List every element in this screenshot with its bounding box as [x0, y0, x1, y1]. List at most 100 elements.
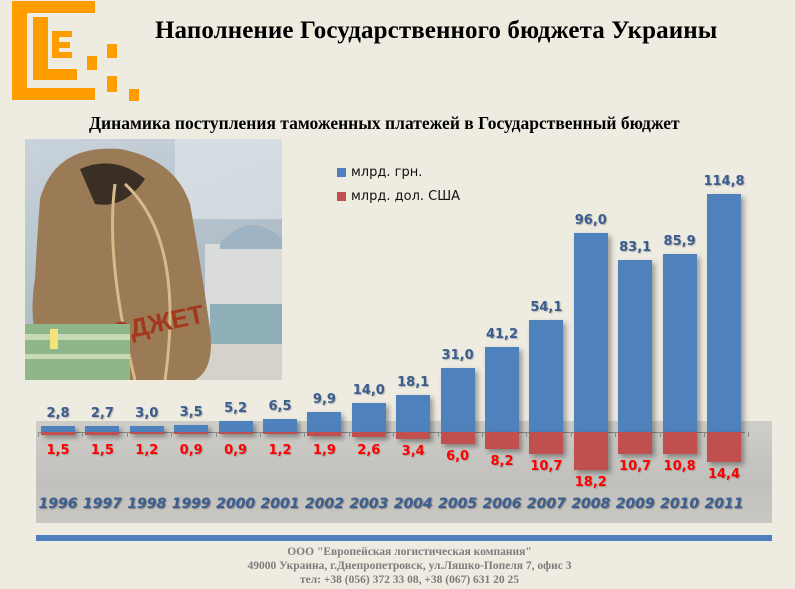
bar-usd — [41, 432, 75, 436]
bar-uah — [263, 418, 297, 432]
value-label-usd: 10,7 — [619, 459, 652, 475]
legend-swatch-red-icon — [337, 191, 346, 201]
value-label-usd: 1,5 — [90, 443, 114, 458]
value-label-usd: 6,0 — [446, 449, 470, 465]
bar-usd — [351, 432, 386, 438]
value-label-usd: 10,8 — [663, 459, 696, 475]
value-label-usd: 1,2 — [135, 443, 159, 458]
value-label-uah: 18,1 — [397, 374, 430, 390]
year-label: 2000 — [216, 496, 256, 512]
value-label-uah: 41,2 — [485, 326, 519, 342]
year-label: 2003 — [349, 496, 389, 512]
value-label-uah: 96,0 — [574, 213, 607, 229]
chart-subtitle: Динамика поступления таможенных платежей… — [89, 113, 680, 133]
value-label-uah: 3,5 — [179, 404, 203, 420]
value-label-uah: 9,9 — [312, 391, 336, 407]
year-label: 2004 — [393, 496, 433, 512]
year-label: 2009 — [615, 496, 655, 512]
bar-uah — [662, 254, 697, 432]
bar-uah — [485, 346, 519, 432]
bar-usd — [485, 432, 519, 449]
axis-tick — [38, 432, 39, 437]
bar-usd — [396, 432, 431, 440]
axis-tick — [704, 432, 705, 437]
bar-usd — [85, 432, 120, 436]
axis-tick — [615, 432, 617, 437]
value-label-usd: 1,2 — [268, 443, 292, 458]
year-label: 2002 — [304, 496, 344, 512]
value-label-usd: 10,7 — [530, 459, 563, 475]
value-label-uah: 2,8 — [46, 406, 70, 422]
axis-tick — [659, 432, 661, 437]
bar-usd — [129, 432, 164, 435]
value-label-usd: 3,4 — [401, 444, 425, 460]
value-label-usd: 8,2 — [490, 453, 514, 469]
axis-tick — [215, 432, 217, 437]
value-label-uah: 31,0 — [441, 347, 474, 363]
bar-uah — [351, 403, 386, 432]
axis-tick — [437, 432, 439, 437]
value-label-usd: 14,4 — [707, 466, 741, 482]
bar-uah — [41, 426, 75, 432]
bar-usd — [618, 432, 653, 455]
value-label-usd: 0,9 — [224, 443, 248, 458]
bar-uah — [307, 411, 342, 432]
bar-chart: 2,8 1,5 1996 2,7 1,5 1997 3,0 1,2 1998 3,5 0,9 1999… — [38, 174, 750, 512]
bar-uah — [707, 194, 741, 432]
bar-uah — [174, 424, 209, 432]
value-label-uah: 85,9 — [663, 234, 696, 250]
footer-divider — [36, 535, 772, 541]
axis-tick — [526, 432, 528, 437]
year-label: 2011 — [704, 496, 744, 512]
bar-usd — [440, 432, 475, 445]
year-label: 1996 — [38, 496, 78, 512]
legend-item-uah: млрд. грн. — [337, 160, 460, 184]
value-label-usd: 1,9 — [312, 443, 336, 458]
legend-swatch-blue-icon — [337, 167, 346, 177]
axis-tick — [393, 432, 395, 437]
year-label: 2008 — [571, 496, 611, 512]
page-title: Наполнение Государственного бюджета Укра… — [155, 17, 718, 44]
axis-tick — [260, 432, 261, 437]
value-label-uah: 14,0 — [352, 383, 385, 399]
bar-usd — [707, 432, 741, 462]
bar-uah — [573, 233, 608, 432]
company-logo-icon — [12, 1, 139, 101]
year-label: 2010 — [660, 496, 700, 512]
value-label-usd: 1,5 — [46, 443, 70, 458]
value-label-uah: 114,8 — [703, 174, 745, 190]
value-label-usd: 18,2 — [574, 474, 607, 490]
year-label: 2005 — [438, 496, 478, 512]
value-label-uah: 83,1 — [619, 239, 652, 255]
value-label-uah: 5,2 — [224, 401, 248, 417]
bar-uah — [85, 426, 120, 432]
bar-uah — [618, 259, 653, 432]
x-axis — [39, 432, 745, 433]
bar-usd — [307, 432, 342, 436]
year-label: 2001 — [260, 496, 300, 512]
bar-usd — [662, 432, 697, 455]
axis-tick — [570, 432, 572, 437]
bar-uah — [440, 367, 475, 432]
bar-usd — [218, 432, 253, 434]
legend-label: млрд. грн. — [351, 164, 423, 180]
year-label: 2007 — [526, 496, 566, 512]
value-label-uah: 2,7 — [90, 406, 114, 422]
axis-tick — [171, 432, 173, 437]
axis-tick — [748, 432, 750, 437]
chart-legend: млрд. грн. млрд. дол. США — [337, 160, 460, 208]
legend-label: млрд. дол. США — [351, 188, 461, 204]
footer-company: ООО "Европейская логистическая компания" — [287, 546, 532, 558]
bar-usd — [263, 432, 297, 435]
value-label-usd: 0,9 — [179, 443, 203, 458]
axis-tick — [126, 432, 128, 437]
value-label-uah: 3,0 — [135, 405, 159, 421]
footer-phone: тел: +38 (056) 372 33 08, +38 (067) 631 … — [299, 574, 520, 586]
bar-uah — [129, 425, 164, 432]
legend-item-usd: млрд. дол. США — [337, 184, 460, 208]
bar-uah — [218, 421, 253, 432]
bar-usd — [573, 432, 608, 470]
axis-tick — [82, 432, 84, 437]
footer: ООО "Европейская логистическая компания"… — [0, 545, 795, 587]
bar-usd — [529, 432, 564, 455]
